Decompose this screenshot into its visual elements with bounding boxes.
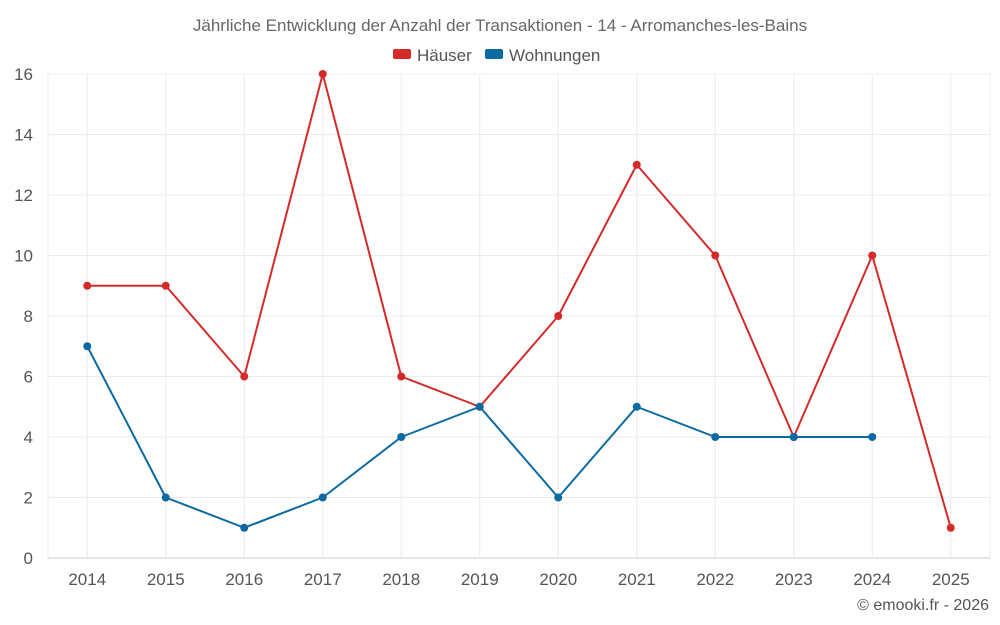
x-tick-label: 2019 xyxy=(461,570,499,589)
y-tick-label: 6 xyxy=(24,368,33,387)
data-point-apartments[interactable] xyxy=(318,493,327,502)
data-point-houses[interactable] xyxy=(161,281,170,290)
legend-label-apartments[interactable]: Wohnungen xyxy=(509,46,600,65)
x-tick-label: 2015 xyxy=(147,570,185,589)
series-apartments xyxy=(83,342,877,532)
legend-swatch-apartments xyxy=(485,49,503,59)
y-tick-label: 4 xyxy=(24,428,33,447)
data-point-houses[interactable] xyxy=(240,372,249,381)
y-tick-label: 14 xyxy=(14,126,33,145)
axes: 0 2 4 6 8 10 12 14 16 2014 2015 2016 2017 2018 2019 202… xyxy=(14,65,990,589)
data-point-houses[interactable] xyxy=(868,251,877,260)
x-tick-label: 2014 xyxy=(68,570,106,589)
y-tick-label: 0 xyxy=(24,549,33,568)
data-point-houses[interactable] xyxy=(318,70,327,78)
series xyxy=(83,70,955,532)
data-point-houses[interactable] xyxy=(632,160,641,169)
series-line-houses xyxy=(87,73,952,529)
data-point-houses[interactable] xyxy=(711,251,720,260)
y-tick-label: 10 xyxy=(14,247,33,266)
x-tick-label: 2016 xyxy=(225,570,263,589)
x-tick-label: 2023 xyxy=(775,570,813,589)
data-point-apartments[interactable] xyxy=(632,402,641,411)
legend-label-houses[interactable]: Häuser xyxy=(417,46,472,65)
y-tick-label: 2 xyxy=(24,489,33,508)
data-point-houses[interactable] xyxy=(397,372,406,381)
data-point-houses[interactable] xyxy=(83,281,92,290)
data-point-apartments[interactable] xyxy=(161,493,170,502)
credit-text[interactable]: © emooki.fr - 2026 xyxy=(857,597,989,614)
legend: Häuser Wohnungen xyxy=(393,46,600,65)
grid xyxy=(47,73,991,558)
data-point-apartments[interactable] xyxy=(711,433,720,441)
y-tick-label: 12 xyxy=(14,186,33,205)
data-point-apartments[interactable] xyxy=(868,433,877,441)
x-tick-label: 2025 xyxy=(932,570,970,589)
data-point-apartments[interactable] xyxy=(83,342,92,351)
chart-title: Jährliche Entwicklung der Anzahl der Tra… xyxy=(193,16,807,35)
x-tick-label: 2017 xyxy=(304,570,342,589)
data-point-houses[interactable] xyxy=(946,523,955,532)
x-tick-label: 2024 xyxy=(853,570,891,589)
data-point-apartments[interactable] xyxy=(789,433,798,441)
series-houses xyxy=(83,70,955,532)
y-tick-label: 16 xyxy=(14,65,33,84)
x-tick-label: 2022 xyxy=(696,570,734,589)
data-point-apartments[interactable] xyxy=(554,493,563,502)
legend-swatch-houses xyxy=(393,49,411,59)
y-tick-label: 8 xyxy=(24,307,33,326)
data-point-apartments[interactable] xyxy=(240,523,249,532)
data-point-apartments[interactable] xyxy=(397,433,406,441)
x-tick-label: 2018 xyxy=(382,570,420,589)
data-point-apartments[interactable] xyxy=(475,402,484,411)
data-point-houses[interactable] xyxy=(554,312,563,320)
x-tick-label: 2021 xyxy=(618,570,656,589)
x-tick-label: 2020 xyxy=(539,570,577,589)
